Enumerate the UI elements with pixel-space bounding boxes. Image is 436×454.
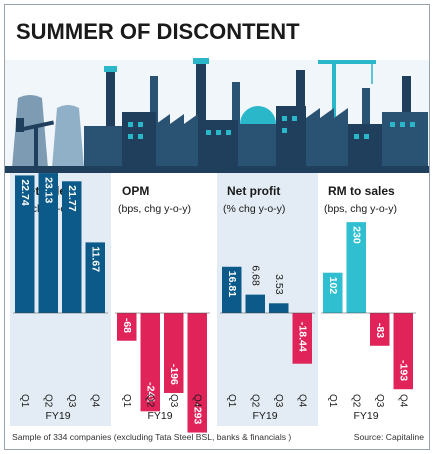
bar <box>245 294 265 313</box>
panel-title: OPM <box>122 184 149 198</box>
bar <box>117 313 137 341</box>
bar-value-label: 3.53 <box>273 274 285 295</box>
panel-subtitle: (% chg y-o-y) <box>223 203 285 215</box>
x-axis-label: FY19 <box>353 410 378 422</box>
x-tick-label: Q1 <box>19 394 30 408</box>
x-tick-label: Q3 <box>168 394 179 408</box>
bar-value-label: -193 <box>397 360 409 381</box>
x-axis-label: FY19 <box>147 410 172 422</box>
x-tick-label: Q3 <box>374 394 385 408</box>
bar <box>393 313 413 390</box>
chart-panel-3: Net profit (% chg y-o-y) 16.81 Q1 6.68 Q2 3.53… <box>217 173 318 426</box>
bar-value-label: -293 <box>191 403 203 424</box>
x-tick-label: Q4 <box>297 394 308 408</box>
x-tick-label: Q2 <box>43 394 54 408</box>
bar <box>292 313 312 364</box>
bar <box>269 303 289 313</box>
bar <box>38 173 58 313</box>
x-tick-label: Q4 <box>192 394 203 408</box>
x-tick-label: Q1 <box>327 394 338 408</box>
bar-value-label: 11.67 <box>89 246 101 272</box>
x-axis-label: FY19 <box>45 410 70 422</box>
x-tick-label: Q3 <box>273 394 284 408</box>
panel-subtitle: (bps, chg y-o-y) <box>324 203 397 215</box>
panel-subtitle: (bps, chg y-o-y) <box>118 203 191 215</box>
bar-value-label: -241 <box>144 382 156 403</box>
chart-panel-4: RM to sales (bps, chg y-o-y) 102 Q1 230 Q2 -83… <box>321 184 416 422</box>
bar-value-label: -18.44 <box>296 322 308 352</box>
chart-panel-1: Net sales(% chg y-o-y)22.74Q123.13Q221.7… <box>10 173 111 426</box>
bar <box>164 313 184 393</box>
bar-value-label: -83 <box>374 323 386 338</box>
x-tick-label: Q1 <box>226 394 237 408</box>
bar-value-label: 6.68 <box>249 265 261 286</box>
bar <box>62 181 82 313</box>
bar <box>140 313 160 412</box>
bar-value-label: 102 <box>327 277 339 295</box>
bar-value-label: 21.77 <box>66 185 78 211</box>
bar-value-label: 23.13 <box>42 177 54 203</box>
x-tick-label: Q2 <box>145 394 156 408</box>
panel-title: RM to sales <box>328 184 395 198</box>
footnote: Sample of 334 companies (excluding Tata … <box>12 432 291 442</box>
x-tick-label: Q3 <box>66 394 77 408</box>
x-tick-label: Q1 <box>121 394 132 408</box>
chart-panels: Net sales(% chg y-o-y)22.74Q123.13Q221.7… <box>10 173 416 433</box>
panel-title: Net profit <box>227 184 280 198</box>
source-credit: Source: Capitaline <box>354 432 424 442</box>
x-tick-label: Q2 <box>250 394 261 408</box>
x-tick-label: Q4 <box>398 394 409 408</box>
bar <box>346 222 366 313</box>
bar <box>187 313 207 433</box>
bar-value-label: 16.81 <box>226 271 238 297</box>
bar <box>370 313 390 346</box>
x-axis-label: FY19 <box>252 410 277 422</box>
bar <box>222 266 242 313</box>
bar-value-label: 22.74 <box>19 179 31 205</box>
x-tick-label: Q4 <box>90 394 101 408</box>
bar <box>85 242 105 313</box>
headline: SUMMER OF DISCONTENT <box>16 19 300 44</box>
bar-value-label: 230 <box>350 226 362 244</box>
x-tick-label: Q2 <box>351 394 362 408</box>
bar-value-label: -68 <box>121 318 133 333</box>
bar-value-label: -196 <box>168 364 180 385</box>
industrial-skyline-illustration <box>5 58 429 173</box>
bar <box>323 272 343 313</box>
bar <box>15 175 35 313</box>
